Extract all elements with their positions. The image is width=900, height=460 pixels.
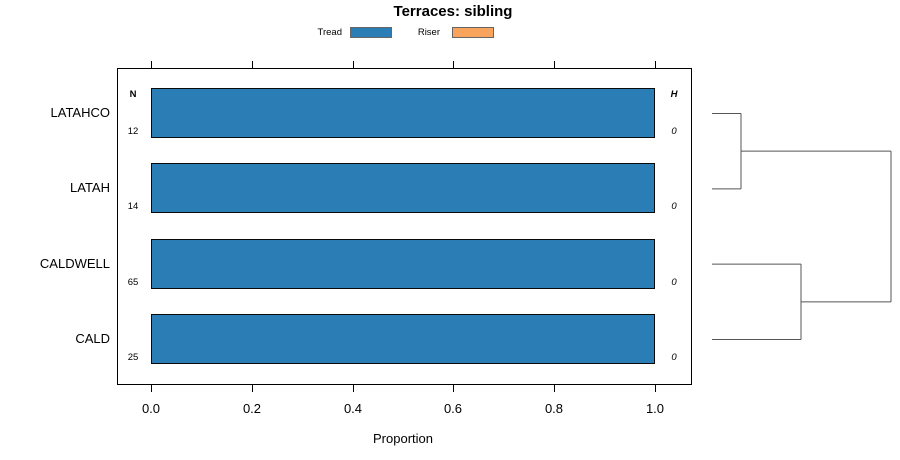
n-value-latahco: 12 (127, 126, 139, 137)
x-tick-top-0.8 (554, 61, 555, 68)
plot-area (117, 68, 692, 385)
n-value-cald: 25 (127, 351, 139, 363)
x-tick-top-0.4 (353, 61, 354, 68)
x-tick-label-0.6: 0.6 (443, 401, 463, 416)
h-value-latah: 0 (671, 201, 677, 213)
x-tick-top-1.0 (655, 61, 656, 68)
h-value-cald: 0 (671, 351, 677, 363)
h-column-header: H (670, 89, 678, 100)
x-tick-bottom-0.4 (353, 385, 354, 392)
x-tick-label-0.8: 0.8 (544, 401, 564, 416)
category-label-latah: LATAH (70, 180, 110, 196)
x-tick-label-1.0: 1.0 (645, 401, 665, 416)
legend-swatch-riser (452, 27, 494, 38)
n-value-latah: 14 (127, 201, 139, 213)
category-label-cald: CALD (75, 330, 110, 346)
legend-label-tread: Tread (317, 27, 342, 38)
x-tick-bottom-0.2 (252, 385, 253, 392)
x-tick-top-0.0 (151, 61, 152, 68)
category-label-latahco: LATAHCO (50, 105, 110, 120)
legend-swatch-tread (350, 27, 392, 38)
legend-label-riser: Riser (417, 27, 440, 38)
bar-tread-cald (151, 313, 655, 364)
h-value-caldwell: 0 (671, 276, 677, 288)
n-value-caldwell: 65 (127, 276, 139, 288)
x-tick-label-0.0: 0.0 (141, 401, 161, 416)
x-tick-label-0.4: 0.4 (343, 401, 363, 416)
bar-tread-latah (151, 163, 655, 214)
bar-tread-latahco (151, 88, 655, 138)
n-column-header: N (129, 89, 137, 100)
x-tick-label-0.2: 0.2 (242, 401, 262, 416)
x-tick-bottom-1.0 (655, 385, 656, 392)
x-tick-bottom-0.6 (453, 385, 454, 392)
x-tick-top-0.6 (453, 61, 454, 68)
x-tick-bottom-0.8 (554, 385, 555, 392)
category-label-caldwell: CALDWELL (39, 255, 110, 271)
x-axis-title: Proportion (373, 431, 433, 446)
bar-tread-caldwell (151, 238, 655, 289)
x-tick-bottom-0.0 (151, 385, 152, 392)
x-tick-top-0.2 (252, 61, 253, 68)
h-value-latahco: 0 (671, 126, 677, 137)
chart-title: Terraces: sibling (393, 3, 513, 20)
